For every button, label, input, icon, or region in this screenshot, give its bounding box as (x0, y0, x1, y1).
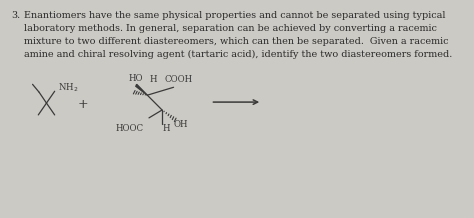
Text: H: H (163, 124, 171, 133)
Text: mixture to two different diastereomers, which can then be separated.  Given a ra: mixture to two different diastereomers, … (24, 37, 449, 46)
Text: HO: HO (129, 74, 143, 83)
Text: amine and chiral resolving agent (tartaric acid), identify the two diastereomers: amine and chiral resolving agent (tartar… (24, 50, 453, 60)
Text: NH$_2$: NH$_2$ (58, 81, 78, 94)
Text: OH: OH (173, 120, 188, 129)
Text: laboratory methods. In general, separation can be achieved by converting a racem: laboratory methods. In general, separati… (24, 24, 437, 33)
Text: +: + (78, 98, 89, 111)
Text: COOH: COOH (164, 75, 192, 84)
Text: HOOC: HOOC (115, 124, 143, 133)
Text: 3.: 3. (11, 11, 20, 20)
Text: H: H (150, 75, 157, 84)
Text: Enantiomers have the same physical properties and cannot be separated using typi: Enantiomers have the same physical prope… (24, 11, 446, 20)
Polygon shape (136, 84, 147, 95)
